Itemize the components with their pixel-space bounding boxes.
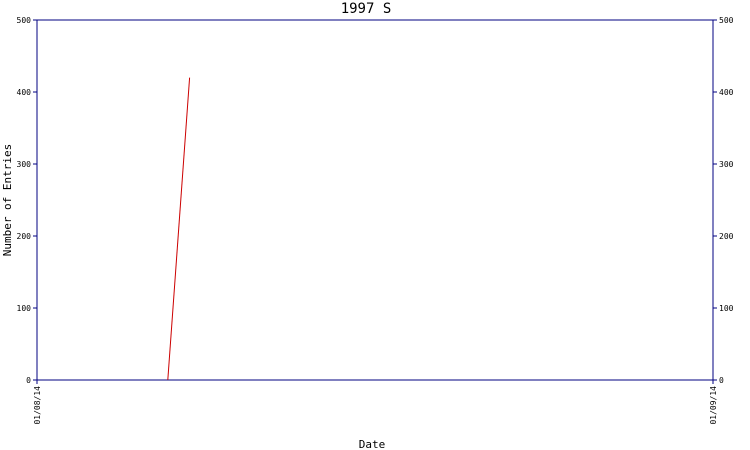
x-axis-label: Date bbox=[359, 438, 386, 450]
chart-title: 1997 S bbox=[341, 1, 392, 17]
y-tick-label-left: 200 bbox=[17, 232, 32, 241]
y-tick-label-left: 300 bbox=[17, 160, 32, 169]
y-tick-label-right: 400 bbox=[719, 88, 734, 97]
x-tick-label: 01/09/14 bbox=[709, 386, 718, 425]
y-tick-label-right: 200 bbox=[719, 232, 734, 241]
y-tick-label-left: 100 bbox=[17, 304, 32, 313]
y-axis-left: 0 100 200 300 400 500 bbox=[17, 16, 37, 385]
series-line-0 bbox=[167, 77, 191, 381]
x-tick-label: 01/08/14 bbox=[33, 386, 42, 425]
y-tick-label-left: 0 bbox=[26, 376, 31, 385]
y-tick-label-left: 400 bbox=[17, 88, 32, 97]
plot-frame bbox=[36, 19, 714, 381]
y-tick-label-left: 500 bbox=[17, 16, 32, 25]
x-axis: 01/08/14 01/09/14 bbox=[33, 380, 718, 425]
y-tick-label-right: 500 bbox=[719, 16, 734, 25]
y-axis-label: Number of Entries bbox=[1, 144, 14, 257]
y-tick-label-right: 100 bbox=[719, 304, 734, 313]
y-axis-right: 0 100 200 300 400 500 bbox=[713, 16, 734, 385]
y-tick-label-right: 0 bbox=[719, 376, 724, 385]
y-tick-label-right: 300 bbox=[719, 160, 734, 169]
series-lines bbox=[167, 77, 191, 381]
